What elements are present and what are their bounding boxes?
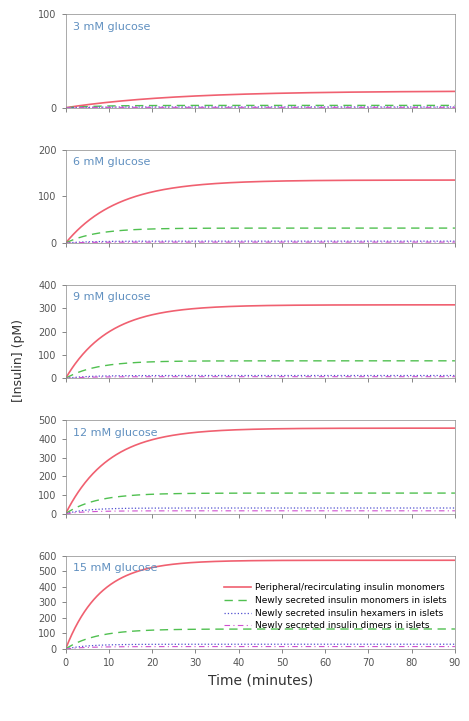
Text: 12 mM glucose: 12 mM glucose: [74, 428, 158, 438]
Text: 15 mM glucose: 15 mM glucose: [74, 563, 158, 573]
Text: 3 mM glucose: 3 mM glucose: [74, 22, 151, 32]
Legend: Peripheral/recirculating insulin monomers, Newly secreted insulin monomers in is: Peripheral/recirculating insulin monomer…: [220, 580, 450, 634]
Text: [Insulin] (pM): [Insulin] (pM): [12, 319, 25, 402]
Text: 6 mM glucose: 6 mM glucose: [74, 157, 151, 167]
Text: 9 mM glucose: 9 mM glucose: [74, 293, 151, 303]
X-axis label: Time (minutes): Time (minutes): [208, 673, 313, 688]
